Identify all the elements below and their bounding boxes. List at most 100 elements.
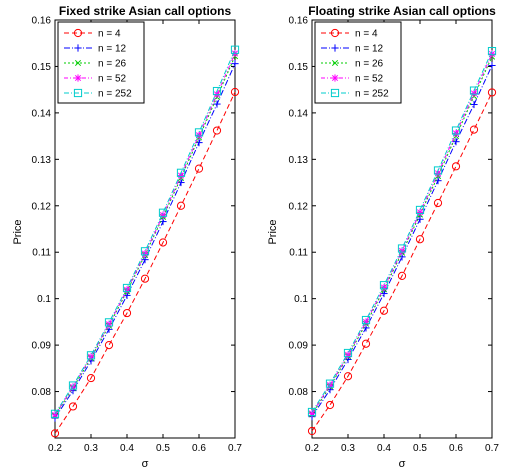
data-point <box>451 126 461 135</box>
plot-area <box>311 19 493 439</box>
y-tick-label: 0.11 <box>32 248 51 259</box>
legend-marker <box>74 74 82 82</box>
legend-marker <box>330 28 340 38</box>
panel-floating-strike: Floating strike Asian call options σ Pri… <box>267 4 499 470</box>
data-point <box>452 138 460 146</box>
data-point <box>325 379 335 388</box>
legend-marker <box>73 88 83 98</box>
marker-stroke <box>74 59 82 67</box>
x-tick-label: 0.5 <box>156 443 170 454</box>
data-point <box>470 89 478 97</box>
data-point <box>343 372 353 381</box>
x-tick-label: 0.7 <box>485 443 499 454</box>
series-line-4 <box>54 53 236 416</box>
data-point <box>86 373 96 383</box>
y-axis-label: Price <box>267 219 279 244</box>
marker-circle <box>330 28 340 38</box>
data-point <box>361 339 371 348</box>
data-point <box>68 381 78 390</box>
data-point <box>194 128 204 137</box>
data-point <box>452 129 460 137</box>
data-point <box>469 86 479 95</box>
marker-circle <box>487 88 497 97</box>
marker-square <box>86 351 96 360</box>
x-tick-label: 0.2 <box>305 443 319 454</box>
marker-circle <box>397 271 407 281</box>
marker-circle <box>86 373 96 383</box>
series-line-1 <box>311 92 493 432</box>
marker-square <box>415 205 425 215</box>
marker-circle <box>176 201 186 210</box>
legend-label: n = 4 <box>98 29 121 40</box>
marker-square <box>343 348 353 358</box>
data-point <box>141 256 149 264</box>
y-tick-label: 0.08 <box>289 387 309 398</box>
data-point <box>159 211 167 219</box>
marker-square <box>330 88 340 98</box>
x-tick-label: 0.3 <box>341 443 355 454</box>
x-tick-label: 0.3 <box>84 443 98 454</box>
y-tick-label: 0.08 <box>32 387 52 398</box>
y-tick-label: 0.09 <box>32 341 52 352</box>
data-point <box>488 50 496 58</box>
data-point <box>212 126 222 135</box>
marker-circle <box>68 402 78 411</box>
data-point <box>343 348 353 358</box>
marker-circle <box>122 308 132 318</box>
data-point <box>433 198 443 208</box>
legend: n = 4 n = 12 n = 26 n = 52 n = 252 <box>314 21 402 104</box>
data-point <box>104 341 114 350</box>
marker-square <box>158 208 168 217</box>
data-point <box>488 61 496 70</box>
series-line-2 <box>311 65 493 417</box>
x-tick-label: 0.6 <box>192 443 206 454</box>
data-point <box>122 308 132 318</box>
data-point <box>104 318 114 327</box>
plot-area <box>54 19 236 439</box>
data-point <box>470 100 478 109</box>
x-axis-label: σ <box>399 458 406 470</box>
marker-square <box>194 128 204 137</box>
data-point <box>230 45 240 54</box>
y-axis-label: Price <box>12 219 24 244</box>
y-tick-label: 0.13 <box>289 155 309 166</box>
data-point <box>398 247 406 255</box>
marker-circle <box>158 238 168 247</box>
marker-stroke <box>51 411 59 418</box>
series-line-3 <box>311 56 493 415</box>
legend-label: n = 252 <box>98 89 132 100</box>
marker-stroke <box>470 90 478 97</box>
y-tick-label: 0.16 <box>32 16 52 27</box>
marker-stroke <box>488 50 496 57</box>
data-point <box>194 164 204 173</box>
data-point <box>469 125 479 134</box>
legend-label: n = 12 <box>98 44 127 55</box>
marker-circle <box>73 28 83 38</box>
marker-square <box>433 166 443 175</box>
marker-square <box>176 168 186 177</box>
data-point <box>86 351 96 360</box>
marker-circle <box>212 126 222 135</box>
data-point <box>397 271 407 281</box>
y-tick-label: 0.15 <box>32 62 52 73</box>
marker-circle <box>194 164 204 173</box>
data-point <box>50 409 60 418</box>
legend-label: n = 12 <box>355 44 384 55</box>
marker-square <box>361 315 371 325</box>
data-point <box>487 47 497 56</box>
data-point <box>230 87 240 97</box>
legend-marker <box>330 88 340 98</box>
data-point <box>361 315 371 325</box>
data-point <box>451 162 461 171</box>
legend-label: n = 52 <box>98 74 127 85</box>
legend-label: n = 26 <box>355 59 384 70</box>
legend-marker <box>331 74 339 82</box>
data-point <box>379 306 389 315</box>
data-point <box>325 400 335 410</box>
data-point <box>433 166 443 175</box>
marker-square <box>230 45 240 54</box>
marker-circle <box>50 429 60 438</box>
marker-square <box>379 281 389 290</box>
marker-square <box>73 88 83 98</box>
